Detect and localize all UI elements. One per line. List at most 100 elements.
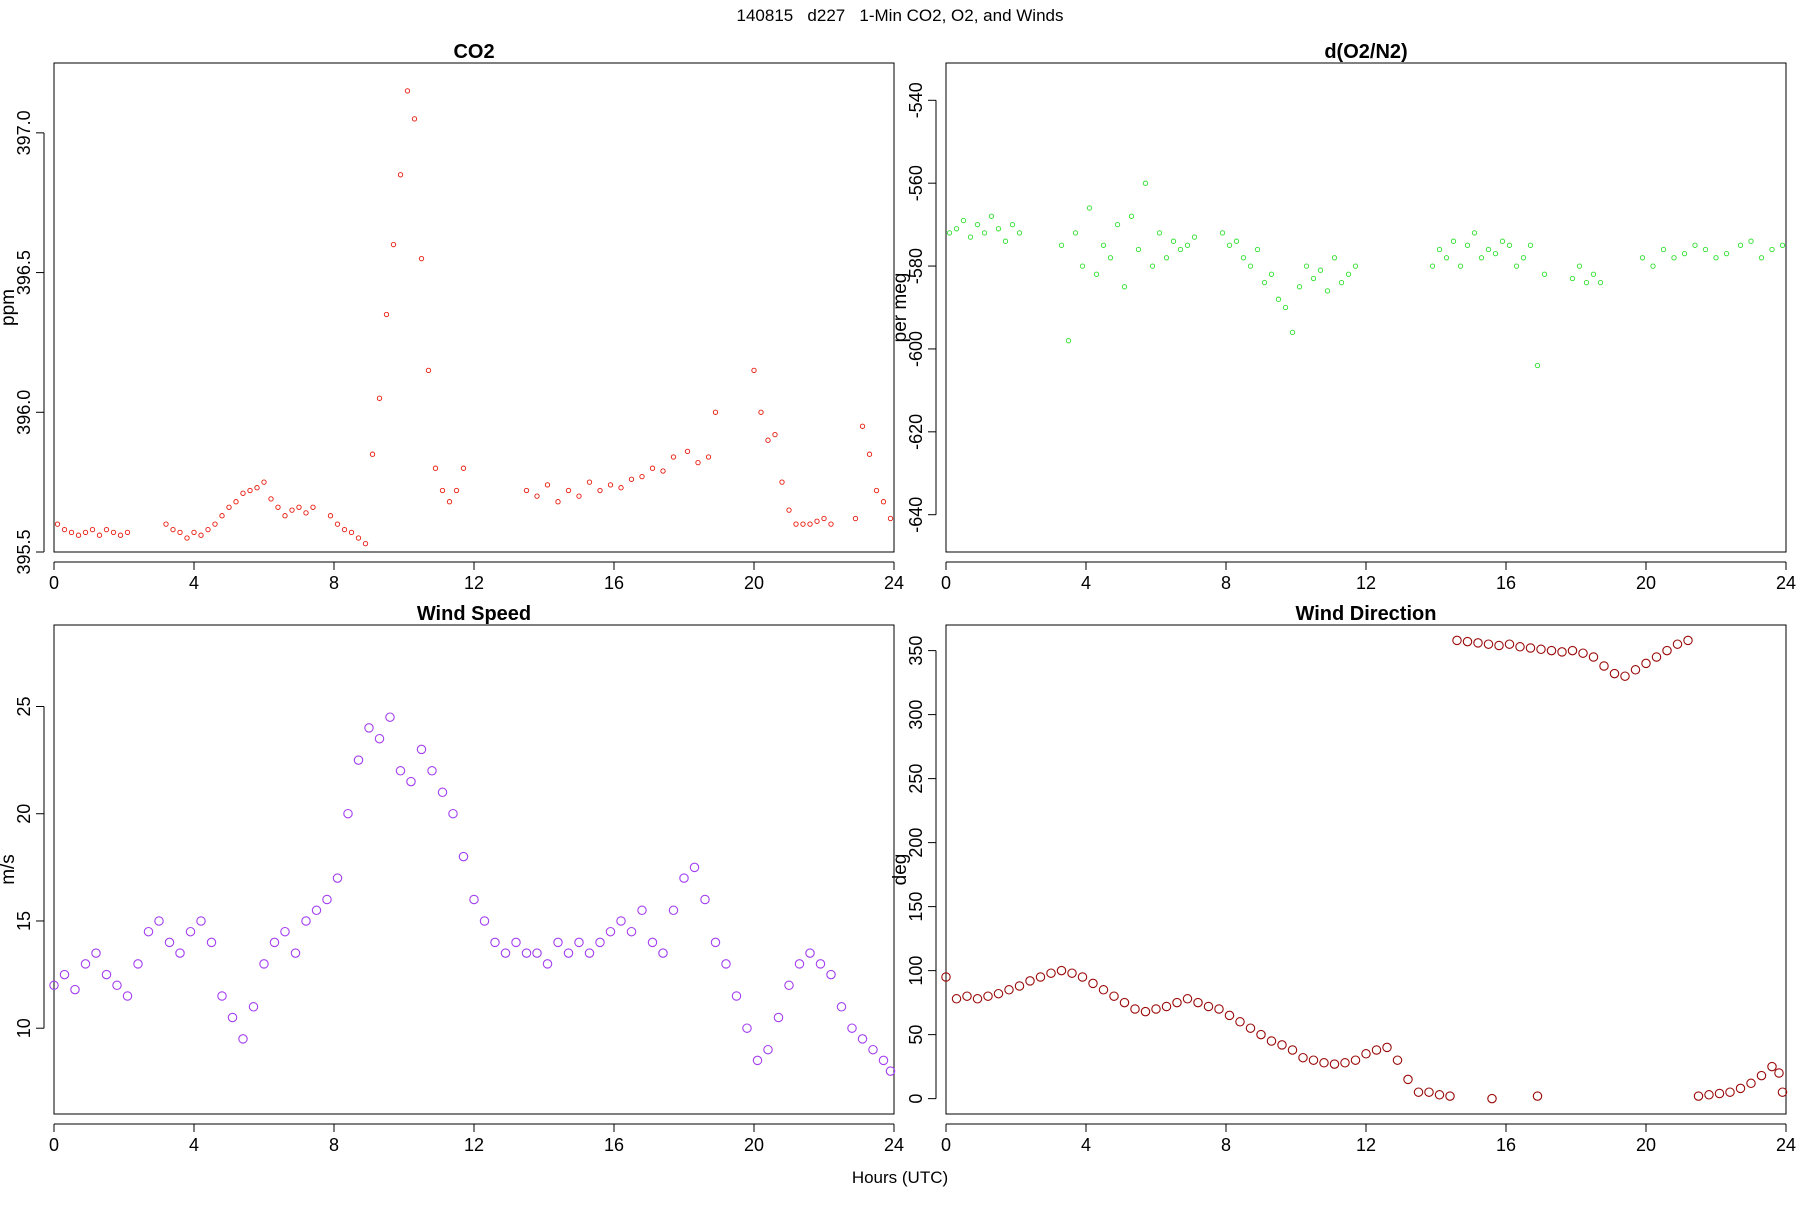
data-point [303, 510, 309, 516]
data-point [700, 894, 710, 905]
y-axis-label: deg [890, 854, 911, 886]
data-point [374, 733, 385, 744]
data-point [597, 487, 603, 494]
chart-title: CO2 [453, 41, 494, 63]
data-point [649, 465, 656, 471]
data-point [1692, 242, 1698, 248]
data-point [1233, 238, 1240, 244]
data-point [695, 459, 701, 466]
data-point [658, 948, 668, 958]
data-point [124, 529, 131, 536]
x-tick-label: 8 [329, 573, 339, 593]
data-point [1331, 255, 1338, 261]
y-tick-label: -640 [906, 497, 926, 533]
data-point [779, 479, 785, 485]
data-point [1072, 230, 1079, 236]
data-point [647, 937, 658, 948]
x-tick-label: 0 [49, 1135, 59, 1155]
data-point [1525, 643, 1536, 653]
y-tick-label: 25 [14, 696, 34, 716]
data-point [1693, 1091, 1704, 1101]
data-point [1504, 639, 1515, 649]
data-point [1114, 221, 1121, 228]
y-tick-label: -560 [906, 165, 926, 201]
data-point [458, 851, 469, 862]
data-point [1650, 263, 1656, 269]
data-point [448, 808, 458, 819]
data-point [1109, 991, 1119, 1001]
y-tick-label: -620 [906, 414, 926, 450]
data-point [983, 991, 993, 1001]
data-point [143, 926, 154, 937]
data-point [626, 926, 637, 937]
y-tick-label: -580 [906, 248, 926, 284]
x-tick-label: 4 [1081, 573, 1091, 593]
data-point [555, 499, 561, 505]
data-point [1308, 1055, 1319, 1065]
data-point [773, 1012, 784, 1023]
data-point [1193, 997, 1203, 1008]
data-point [1567, 645, 1578, 656]
data-point [1319, 1058, 1329, 1068]
panel-wind_speed: Wind Speed m/s 0 4 8 12 16 20 24 10 15 20 25 [0, 603, 904, 1155]
x-tick-label: 12 [464, 573, 484, 593]
data-point [70, 984, 80, 995]
data-point [836, 1002, 847, 1012]
data-point [1058, 242, 1065, 248]
y-tick-label: 10 [14, 1018, 34, 1038]
data-point [1704, 1090, 1714, 1100]
data-point [353, 755, 364, 765]
data-point [1464, 242, 1471, 248]
data-point [1457, 263, 1464, 269]
data-point [355, 535, 362, 541]
data-point [1597, 279, 1604, 286]
data-point [1266, 1036, 1277, 1046]
data-point [1735, 1083, 1746, 1094]
x-tick-label: 12 [1356, 1135, 1376, 1155]
x-tick-label: 8 [329, 1135, 339, 1155]
data-point [198, 532, 204, 538]
y-tick-label: 396.5 [14, 250, 34, 295]
data-point [828, 521, 834, 527]
data-point [362, 540, 369, 547]
data-point [310, 504, 316, 510]
data-point [1088, 978, 1098, 989]
data-point [406, 776, 416, 787]
data-point [427, 766, 437, 776]
data-point [364, 723, 374, 733]
y-tick-label: 350 [906, 636, 926, 666]
data-point [1298, 1052, 1308, 1063]
data-point [1235, 1017, 1245, 1027]
data-point [981, 230, 988, 236]
data-point [887, 515, 894, 522]
y-tick-label: 397.0 [14, 110, 34, 155]
data-point [154, 916, 164, 926]
data-point [1182, 994, 1193, 1004]
data-point [523, 487, 530, 494]
data-point [290, 948, 301, 958]
data-point [247, 487, 253, 494]
data-point [684, 448, 691, 455]
data-point [988, 213, 995, 219]
x-tick-label: 4 [1081, 1135, 1091, 1155]
data-point [859, 423, 866, 429]
data-point [227, 1012, 238, 1023]
data-point [1714, 1088, 1725, 1099]
data-point [565, 487, 572, 494]
data-point [1609, 668, 1620, 679]
data-point [185, 926, 196, 937]
data-point [1170, 238, 1177, 244]
x-tick-label: 20 [744, 573, 764, 593]
data-point [946, 230, 953, 236]
data-point [1371, 1045, 1382, 1055]
data-point [576, 493, 582, 499]
data-point [219, 513, 225, 519]
data-point [343, 808, 353, 819]
x-tick-label: 20 [1636, 1135, 1656, 1155]
data-point [282, 513, 288, 519]
data-point [1450, 238, 1457, 244]
data-point [637, 905, 647, 916]
data-point [595, 937, 605, 948]
data-point [1520, 255, 1527, 261]
